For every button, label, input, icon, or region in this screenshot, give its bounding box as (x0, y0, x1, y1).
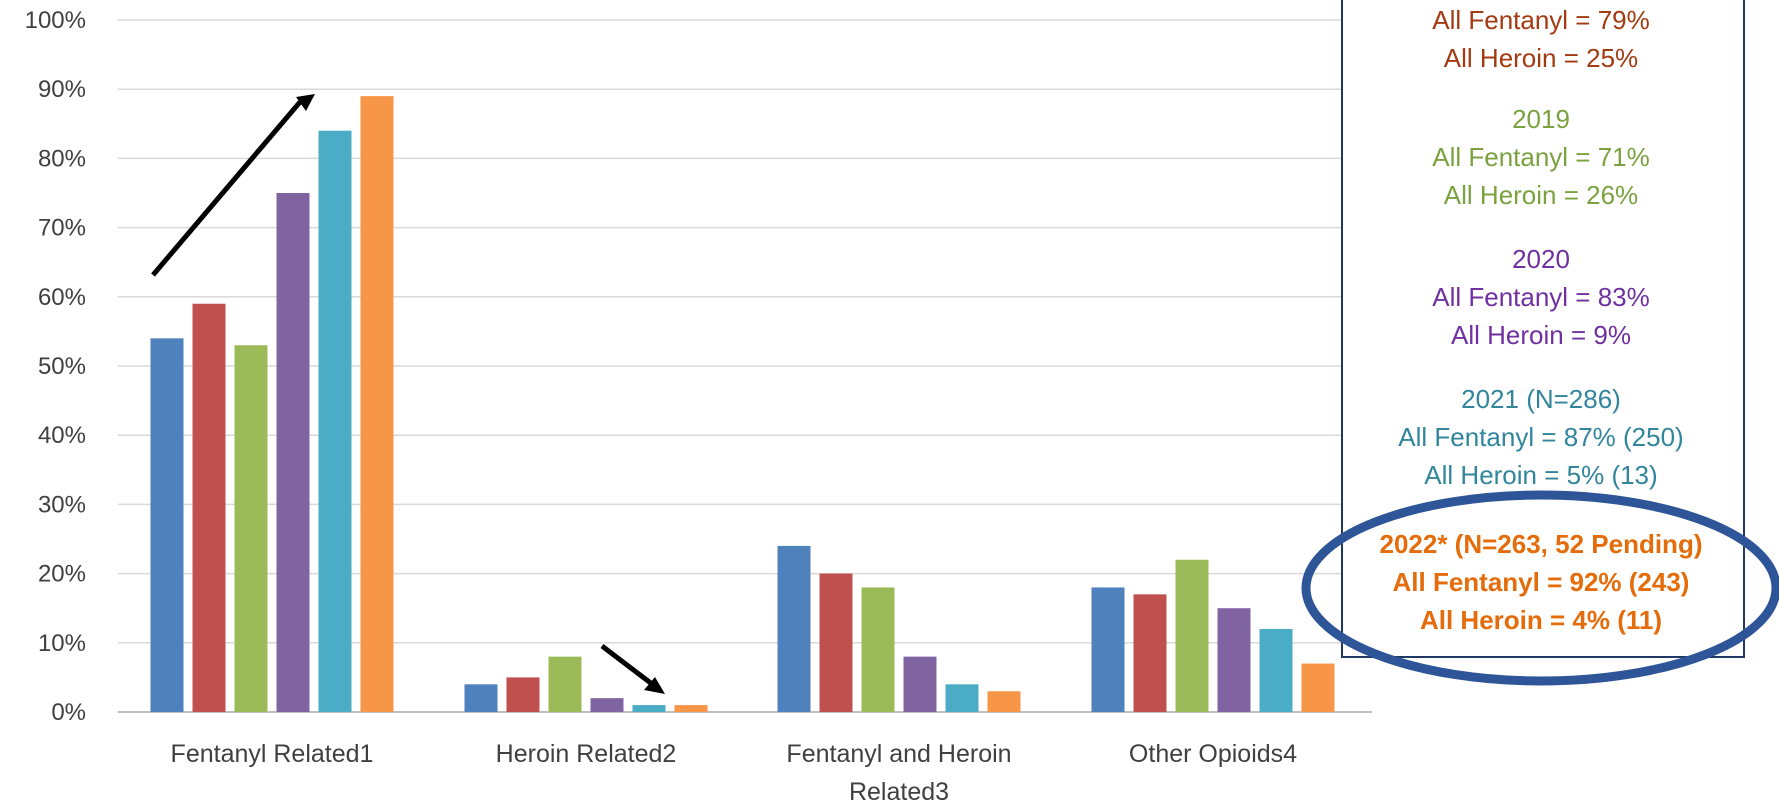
y-tick-label: 40% (38, 422, 86, 449)
x-category-label: Fentanyl Related1 (171, 740, 374, 768)
highlight-ellipse (1301, 490, 1779, 686)
x-category-label: Other Opioids4 (1129, 740, 1297, 768)
trend-arrows (151, 94, 665, 694)
annotation-2018-heroin: All Heroin = 25% (1444, 43, 1638, 73)
bar (632, 705, 666, 712)
svg-text:2022* (N=263, 52 Pending): 2022* (N=263, 52 Pending) (1380, 529, 1703, 559)
bar (1091, 587, 1125, 712)
up-arrow (151, 100, 302, 277)
bar (861, 587, 895, 712)
bar (1301, 663, 1335, 712)
annotation-2019-fentanyl: All Fentanyl = 71% (1432, 142, 1650, 172)
svg-text:All Fentanyl = 92% (243): All Fentanyl = 92% (243) (1393, 567, 1690, 597)
annotation-2022-fentanyl: All Fentanyl = 92% (243) (1393, 567, 1690, 597)
annotation-2020-fentanyl: All Fentanyl = 83% (1432, 282, 1650, 312)
bar (819, 573, 853, 712)
bar (777, 545, 811, 712)
y-axis-ticks: 0% 10% 20% 30% 40% 50% 60% 70% 80% 90% 100% (25, 7, 86, 726)
x-category-label: Heroin Related2 (496, 740, 677, 768)
bar (1217, 608, 1251, 712)
down-arrow-head (644, 677, 665, 694)
bar (506, 677, 540, 712)
y-tick-label: 0% (51, 699, 86, 726)
svg-text:All Heroin = 9%: All Heroin = 9% (1451, 320, 1631, 350)
bar (1175, 559, 1209, 712)
up-arrow-head (296, 94, 315, 111)
bar (903, 656, 937, 712)
y-tick-label: 70% (38, 215, 86, 242)
x-category-label: Fentanyl and Heroin Related3 (786, 740, 1011, 806)
svg-text:All Heroin = 4% (11): All Heroin = 4% (11) (1420, 605, 1662, 635)
svg-text:All Fentanyl = 87% (250): All Fentanyl = 87% (250) (1398, 422, 1683, 452)
annotation-2019-heroin: All Heroin = 26% (1444, 180, 1638, 210)
bar (674, 705, 708, 712)
annotation-2022-heroin: All Heroin = 4% (11) (1420, 605, 1662, 635)
down-arrow (600, 644, 654, 686)
bar (1133, 594, 1167, 712)
bar (150, 338, 184, 712)
svg-text:2021 (N=286): 2021 (N=286) (1461, 384, 1621, 414)
bar (360, 96, 394, 713)
y-tick-label: 60% (38, 284, 86, 311)
y-tick-label: 90% (38, 76, 86, 103)
annotation-box: All Fentanyl = 79% All Heroin = 25% 2019… (1341, 0, 1745, 658)
bar (945, 684, 979, 712)
svg-text:All Fentanyl = 79%: All Fentanyl = 79% (1432, 5, 1650, 35)
y-tick-label: 80% (38, 145, 86, 172)
svg-text:2019: 2019 (1512, 104, 1570, 134)
svg-text:All Heroin = 25%: All Heroin = 25% (1444, 43, 1638, 73)
bar (318, 130, 352, 713)
bar (548, 656, 582, 712)
svg-text:All Heroin = 5% (13): All Heroin = 5% (13) (1424, 460, 1657, 490)
bar (1259, 628, 1293, 712)
annotation-2020-heroin: All Heroin = 9% (1451, 320, 1631, 350)
y-tick-label: 10% (38, 630, 86, 657)
bar (464, 684, 498, 712)
annotation-2021-year: 2021 (N=286) (1461, 384, 1621, 414)
bars (150, 96, 1335, 713)
annotation-2018-fentanyl: All Fentanyl = 79% (1432, 5, 1650, 35)
y-tick-label: 100% (25, 7, 86, 34)
annotation-2021-heroin: All Heroin = 5% (13) (1424, 460, 1657, 490)
y-tick-label: 20% (38, 561, 86, 588)
bar (276, 193, 310, 712)
svg-text:All Heroin = 26%: All Heroin = 26% (1444, 180, 1638, 210)
annotation-2021-fentanyl: All Fentanyl = 87% (250) (1398, 422, 1683, 452)
bar (234, 345, 268, 712)
bar (987, 691, 1021, 712)
svg-text:All Fentanyl = 71%: All Fentanyl = 71% (1432, 142, 1650, 172)
x-axis-labels: Fentanyl Related1 Heroin Related2 Fentanyl… (171, 740, 1298, 806)
annotation-2022-year: 2022* (N=263, 52 Pending) (1380, 529, 1703, 559)
bar (590, 698, 624, 712)
annotation-border (1341, 0, 1745, 658)
y-tick-label: 30% (38, 491, 86, 518)
svg-text:All Fentanyl = 83%: All Fentanyl = 83% (1432, 282, 1650, 312)
annotation-2019-year: 2019 (1512, 104, 1570, 134)
bar (192, 303, 226, 712)
y-tick-label: 50% (38, 353, 86, 380)
annotation-2020-year: 2020 (1512, 244, 1570, 274)
svg-text:2020: 2020 (1512, 244, 1570, 274)
